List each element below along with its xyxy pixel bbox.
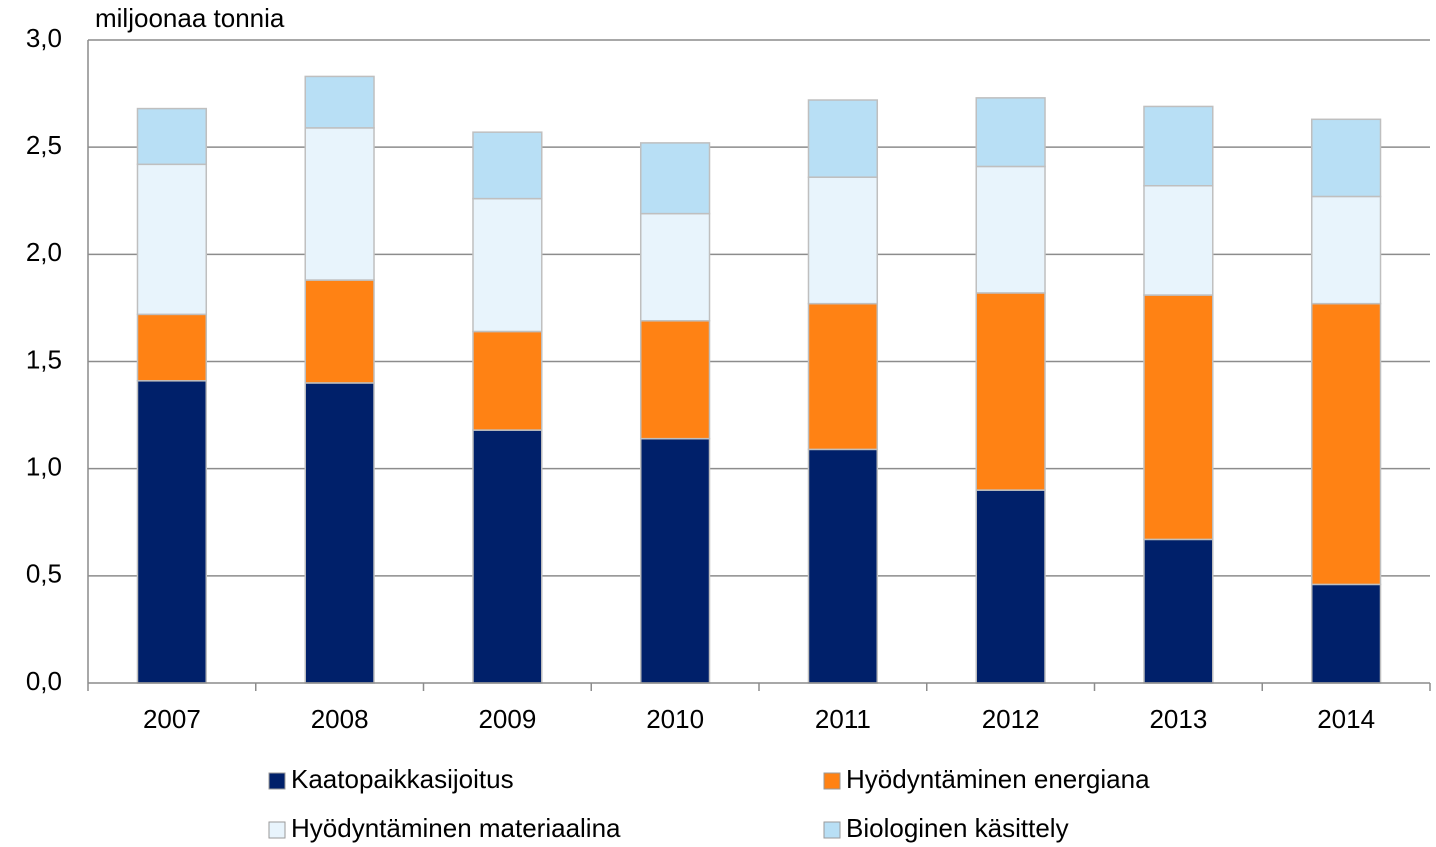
bar-segment [807,176,879,305]
bar-segment [1310,118,1382,198]
bar-segment [1310,195,1382,305]
y-tick-label: 1,5 [26,344,62,374]
x-tick-label: 2007 [143,704,201,734]
y-tick-label: 2,0 [26,237,62,267]
bar-segment [975,489,1046,684]
legend-label: Hyödyntäminen energiana [846,764,1150,794]
bar-segment [304,279,375,384]
x-tick-label: 2010 [646,704,704,734]
x-tick-label: 2009 [478,704,536,734]
bar-segment [807,99,879,178]
bar-segment [1143,105,1214,187]
y-tick-label: 2,5 [26,130,62,160]
legend-label: Hyödyntäminen materiaalina [291,813,621,843]
x-tick-label: 2014 [1317,704,1375,734]
bar-segment [136,107,208,166]
legend-swatch [823,772,841,790]
bar-segment [639,437,711,684]
bar-segment [807,302,879,451]
y-axis-label: miljoonaa tonnia [95,3,285,33]
bar-segment [975,97,1046,168]
bar-segment [472,330,543,431]
x-tick-label: 2013 [1149,704,1207,734]
legend-swatch [823,821,841,839]
y-tick-label: 3,0 [26,23,62,53]
bar-segment [136,163,208,316]
x-tick-label: 2011 [815,704,871,734]
bar-segment [975,292,1046,491]
bar-segment [1143,184,1214,296]
bar-segment [1310,302,1382,586]
bar-segment [304,382,375,684]
y-tick-label: 0,5 [26,559,62,589]
x-tick-label: 2012 [982,704,1040,734]
bar-segment [1143,538,1214,684]
bar-segment [975,165,1046,294]
bar-segment [639,212,711,322]
legend-swatch [268,772,286,790]
bar-segment [304,75,375,129]
bar-segment [639,320,711,440]
y-tick-label: 1,0 [26,452,62,482]
legend-label: Kaatopaikkasijoitus [291,764,514,794]
bar-segment [136,313,208,382]
bar-segment [1310,583,1382,684]
bar-segment [472,131,543,200]
bar-segment [304,127,375,281]
legend-label: Biologinen käsittely [846,813,1069,843]
bar-segment [639,142,711,215]
x-tick-label: 2008 [311,704,369,734]
bar-segment [1143,294,1214,541]
y-tick-label: 0,0 [26,666,62,696]
legend-swatch [268,821,286,839]
bar-segment [136,380,208,684]
bar-segment [807,448,879,684]
bar-segment [472,429,543,684]
bar-segment [472,197,543,333]
